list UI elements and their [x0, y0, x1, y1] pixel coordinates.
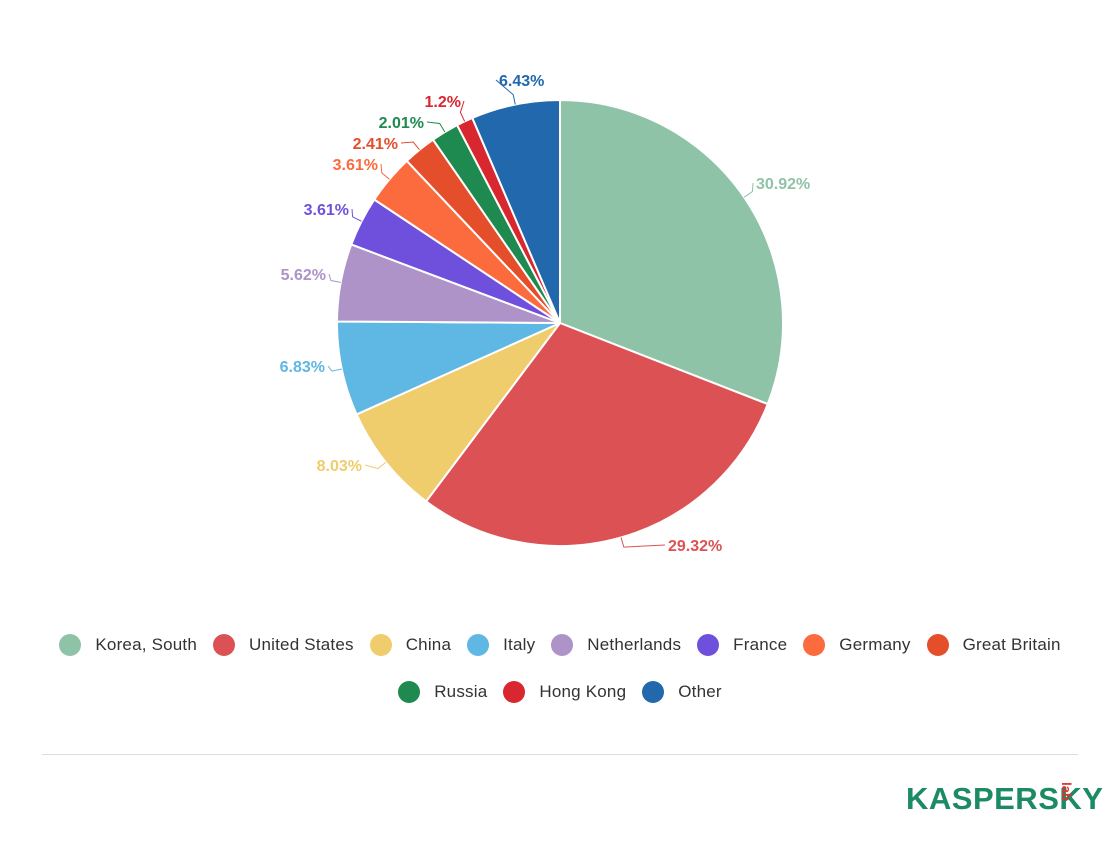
legend-row-2: Russia Hong Kong Other — [40, 681, 1080, 703]
legend-label: China — [405, 635, 452, 654]
pie-slice-other — [471, 98, 561, 324]
leader-line — [328, 273, 341, 283]
logo-text: KASPERSKY — [906, 781, 1104, 816]
legend-swatch — [213, 634, 236, 656]
pie-chart: 30.92% 29.32% 8.03% 6.83% 5.62% 3.61% 3.61% 2.4… — [280, 73, 811, 555]
data-label: 30.92% — [756, 176, 810, 193]
leader-line — [426, 121, 446, 133]
leader-line — [380, 163, 390, 180]
legend-swatch — [503, 681, 526, 703]
legend-item: Korea, South — [59, 634, 197, 656]
pie-slice-united-states — [424, 321, 770, 547]
legend-item: Italy — [467, 634, 535, 656]
legend-label: Italy — [503, 635, 536, 654]
legend-swatch — [803, 634, 826, 656]
legend-swatch — [398, 681, 421, 703]
legend-label: Other — [678, 682, 722, 701]
data-label: 8.03% — [317, 458, 362, 475]
pie-slice-china — [355, 322, 561, 503]
leader-line — [495, 79, 516, 105]
legend-swatch — [369, 634, 392, 656]
leader-line — [327, 365, 342, 372]
data-label: 6.83% — [280, 359, 325, 376]
legend-item: Russia — [398, 681, 487, 703]
legend-item: Netherlands — [551, 634, 681, 656]
legend-swatch — [697, 634, 720, 656]
leader-line — [351, 208, 362, 222]
data-label: 2.41% — [353, 136, 398, 153]
logo-lab-text: lab — [1059, 782, 1075, 801]
legend-label: Korea, South — [95, 635, 198, 654]
legend-swatch — [467, 634, 490, 656]
legend-swatch — [642, 681, 665, 703]
leader-line — [620, 537, 666, 548]
legend-item: Hong Kong — [503, 681, 626, 703]
legend-label: France — [733, 635, 788, 654]
data-label: 5.62% — [281, 267, 326, 284]
legend-item: Great Britain — [926, 634, 1061, 656]
legend-swatch — [551, 634, 574, 656]
legend-item: China — [369, 634, 452, 656]
legend-item: Germany — [803, 634, 910, 656]
legend-swatch — [59, 634, 82, 656]
legend-label: Netherlands — [587, 635, 682, 654]
divider — [42, 754, 1078, 755]
leader-line — [364, 461, 387, 470]
legend-row-1: Korea, South United States China Italy Nethe… — [40, 634, 1080, 656]
data-label: 3.61% — [304, 202, 349, 219]
legend-item: France — [697, 634, 787, 656]
data-label: 2.01% — [379, 115, 424, 132]
leader-line — [400, 141, 420, 151]
pie-slice-korea-south — [559, 98, 784, 406]
data-label: 3.61% — [333, 157, 378, 174]
legend-label: Russia — [434, 682, 488, 701]
legend-label: Hong Kong — [539, 682, 627, 701]
legend-swatch — [926, 634, 949, 656]
legend-item: Other — [642, 681, 722, 703]
leader-line — [743, 182, 754, 198]
data-label: 1.2% — [425, 94, 461, 111]
data-label: 29.32% — [668, 538, 722, 555]
leader-line — [459, 100, 466, 122]
data-label: 6.43% — [499, 73, 544, 90]
legend-label: United States — [249, 635, 354, 654]
legend-label: Great Britain — [962, 635, 1061, 654]
kaspersky-logo: KASPERSKY lab — [906, 779, 1103, 819]
legend-label: Germany — [839, 635, 911, 654]
legend-item: United States — [213, 634, 354, 656]
